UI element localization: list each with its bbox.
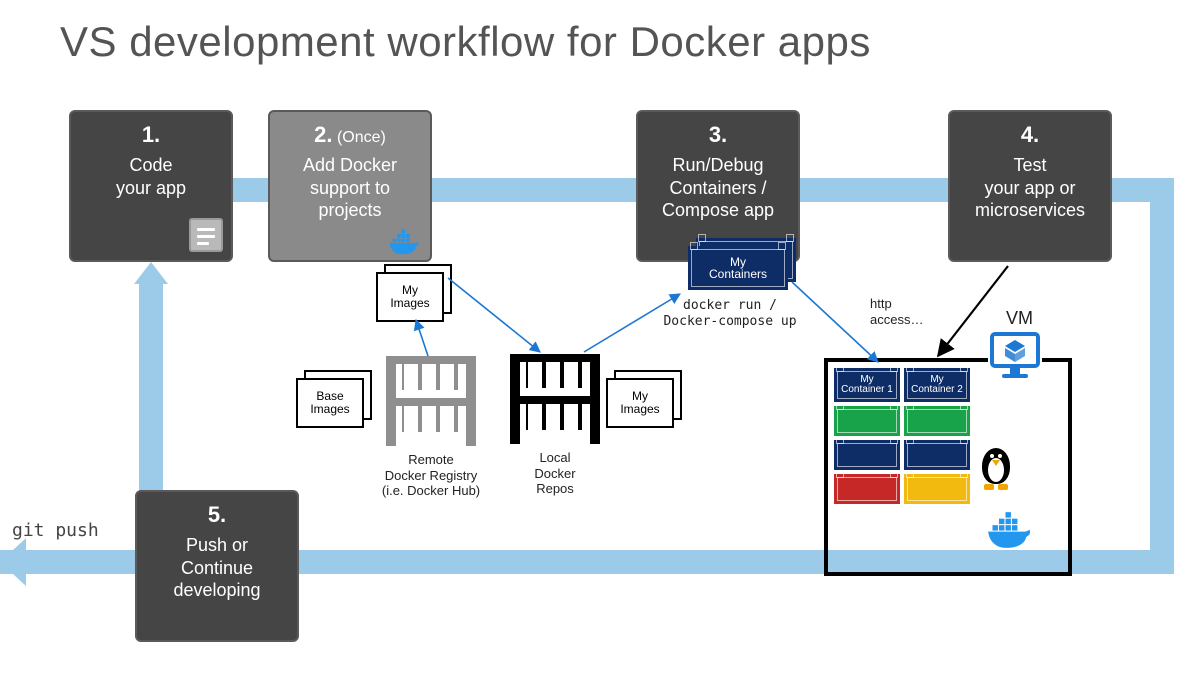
- step-text: Run/DebugContainers /Compose app: [650, 154, 786, 222]
- my-containers-chip: MyContainers: [688, 246, 788, 290]
- vm-container-label: [907, 443, 967, 467]
- step-number: 5.: [149, 502, 285, 528]
- step-text: Codeyour app: [83, 154, 219, 199]
- vm-container-chip: [904, 406, 970, 436]
- vm-container-label: [907, 477, 967, 501]
- image-stack: MyImages: [606, 378, 670, 424]
- my-containers-label: MyContainers: [691, 249, 785, 287]
- git-push-label: git push: [12, 520, 99, 541]
- shelf-label: LocalDockerRepos: [492, 450, 618, 497]
- vm-container-chip: [904, 440, 970, 470]
- vm-container-chip: MyContainer 1: [834, 368, 900, 402]
- docker-registry-shelf: [510, 354, 600, 444]
- docker-run-label: docker run /Docker-compose up: [640, 298, 820, 329]
- step-text: Testyour app ormicroservices: [962, 154, 1098, 222]
- vm-container-label: MyContainer 2: [907, 371, 967, 399]
- page-title: VS development workflow for Docker apps: [60, 18, 871, 66]
- vm-container-chip: [904, 474, 970, 504]
- step-box-1: 1. Codeyour app: [69, 110, 233, 262]
- image-stack-label: MyImages: [606, 378, 674, 428]
- step-text: Push orContinuedeveloping: [149, 534, 285, 602]
- step-number: 3.: [650, 122, 786, 148]
- shelf-label: RemoteDocker Registry(i.e. Docker Hub): [368, 452, 494, 499]
- vm-container-label: [837, 477, 897, 501]
- vm-container-chip: [834, 406, 900, 436]
- vm-container-label: [837, 443, 897, 467]
- step-box-5: 5. Push orContinuedeveloping: [135, 490, 299, 642]
- vm-container-label: [837, 409, 897, 433]
- step-number: 2. (Once): [282, 122, 418, 148]
- flow-right: [1150, 178, 1174, 574]
- image-stack-label: MyImages: [376, 272, 444, 322]
- linux-penguin-icon: [976, 440, 1016, 488]
- docker-whale-icon: [986, 510, 1022, 536]
- step-number: 4.: [962, 122, 1098, 148]
- image-stack-label: BaseImages: [296, 378, 364, 428]
- vm-container-label: MyContainer 1: [837, 371, 897, 399]
- diagram-stage: VS development workflow for Docker apps …: [0, 0, 1194, 679]
- document-icon: [189, 218, 223, 252]
- vm-container-chip: [834, 440, 900, 470]
- image-stack: MyImages: [376, 272, 440, 318]
- flow-left-up: [139, 282, 163, 522]
- step-number: 1.: [83, 122, 219, 148]
- flow-arrow-up: [134, 262, 168, 284]
- vm-label: VM: [1006, 308, 1033, 329]
- docker-registry-shelf: [386, 356, 476, 446]
- vm-container-label: [907, 409, 967, 433]
- vm-monitor-icon: [988, 328, 1042, 382]
- vm-container-chip: [834, 474, 900, 504]
- step-text: Add Dockersupport toprojects: [282, 154, 418, 222]
- step-box-2: 2. (Once) Add Dockersupport toprojects: [268, 110, 432, 262]
- http-access-label: httpaccess…: [870, 296, 960, 327]
- vm-container-chip: MyContainer 2: [904, 368, 970, 402]
- image-stack: BaseImages: [296, 378, 360, 424]
- docker-icon: [388, 228, 424, 254]
- step-box-4: 4. Testyour app ormicroservices: [948, 110, 1112, 262]
- flow-arrow-left: [0, 538, 26, 586]
